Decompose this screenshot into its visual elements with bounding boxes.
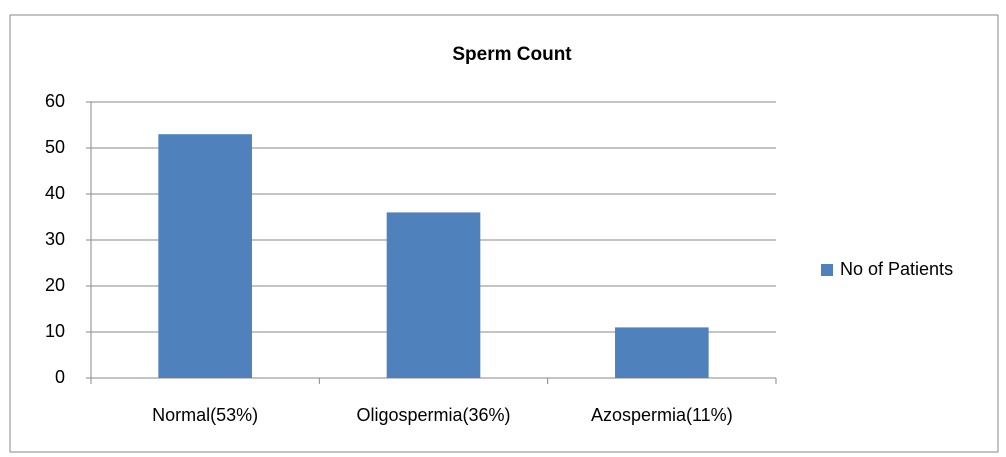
y-tick-label: 20 — [45, 275, 65, 295]
x-tick-label: Azospermia(11%) — [591, 405, 733, 425]
chart-title: Sperm Count — [452, 44, 572, 65]
y-tick-label: 50 — [45, 137, 65, 157]
bar — [386, 212, 481, 378]
x-tick-label: Oligospermia(36%) — [356, 405, 510, 425]
y-tick-label: 30 — [45, 229, 65, 249]
bar — [158, 134, 252, 378]
y-tick-label: 40 — [45, 183, 65, 203]
x-tick-label: Normal(53%) — [152, 405, 258, 425]
bar — [615, 327, 709, 378]
y-tick-label: 60 — [45, 91, 65, 111]
legend-swatch — [821, 264, 833, 276]
chart-border — [9, 14, 999, 453]
y-tick-label: 0 — [55, 367, 65, 387]
y-tick-label: 10 — [45, 321, 65, 341]
legend-label: No of Patients — [840, 259, 953, 279]
